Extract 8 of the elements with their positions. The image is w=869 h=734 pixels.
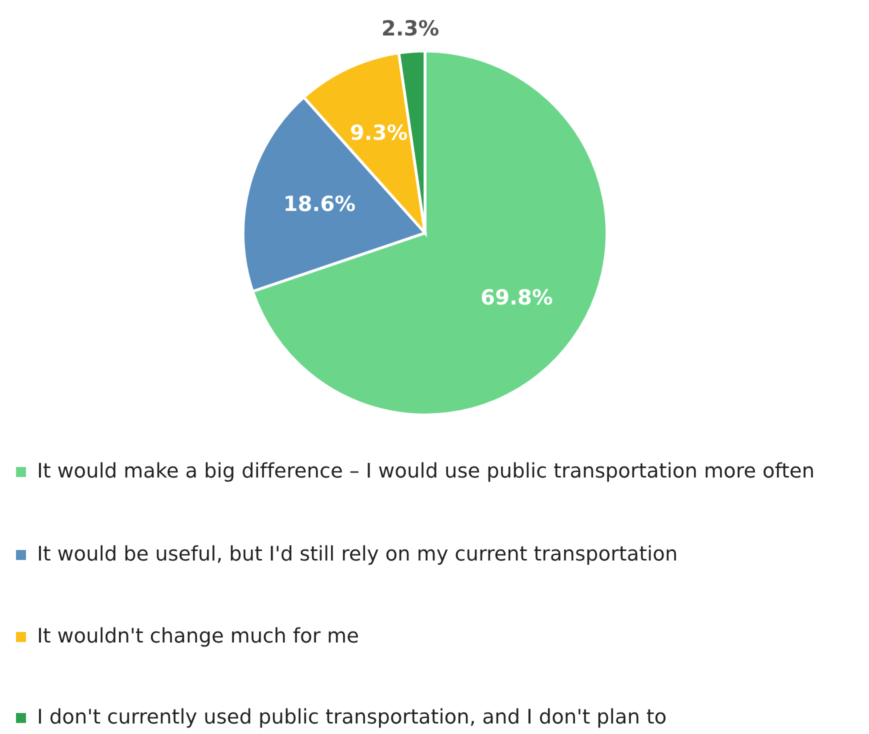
data-label: 2.3% [383,20,439,36]
data-label: 9.3% [351,124,408,140]
legend-label: It would be useful, but I'd still rely on my current transportation [38,545,676,565]
legend-label: It wouldn't change much for me [38,627,358,647]
legend-label: I don't currently used public transportation, and I don't plan to [38,708,666,728]
legend-label: It would make a big difference – I would use public transportation more often [38,462,813,482]
data-label: 18.6% [286,195,355,212]
data-label: 69.8% [482,289,552,305]
